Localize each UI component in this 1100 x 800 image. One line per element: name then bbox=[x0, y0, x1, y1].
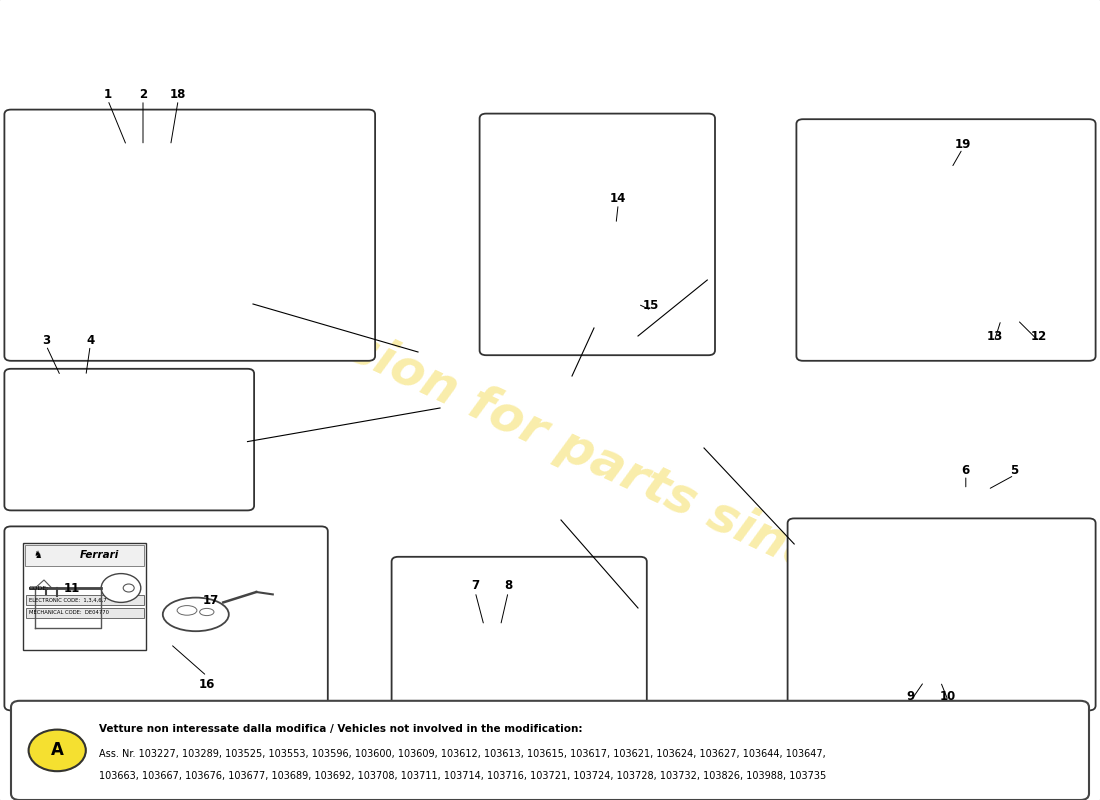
FancyBboxPatch shape bbox=[392, 557, 647, 710]
FancyBboxPatch shape bbox=[11, 701, 1089, 800]
Text: 9: 9 bbox=[906, 690, 915, 702]
FancyBboxPatch shape bbox=[23, 543, 146, 650]
Text: 12: 12 bbox=[1031, 330, 1046, 342]
FancyBboxPatch shape bbox=[4, 526, 328, 710]
Text: 19: 19 bbox=[955, 138, 970, 150]
FancyBboxPatch shape bbox=[788, 518, 1096, 710]
FancyBboxPatch shape bbox=[26, 595, 143, 605]
Text: 13: 13 bbox=[987, 330, 1002, 342]
Text: 17: 17 bbox=[204, 594, 219, 606]
Text: 4: 4 bbox=[86, 334, 95, 347]
Text: 2: 2 bbox=[139, 88, 147, 101]
Text: 10: 10 bbox=[940, 690, 956, 702]
FancyBboxPatch shape bbox=[796, 119, 1096, 361]
Text: ♞: ♞ bbox=[33, 550, 42, 560]
Text: 14: 14 bbox=[610, 192, 626, 205]
Text: 6: 6 bbox=[961, 464, 970, 477]
Text: 18: 18 bbox=[170, 88, 186, 101]
Text: 15: 15 bbox=[644, 299, 659, 312]
FancyBboxPatch shape bbox=[26, 608, 143, 618]
FancyBboxPatch shape bbox=[480, 114, 715, 355]
Text: Ass. Nr. 103227, 103289, 103525, 103553, 103596, 103600, 103609, 103612, 103613,: Ass. Nr. 103227, 103289, 103525, 103553,… bbox=[99, 749, 826, 759]
Text: 1: 1 bbox=[103, 88, 112, 101]
FancyBboxPatch shape bbox=[25, 545, 144, 566]
Text: A: A bbox=[51, 742, 64, 759]
Text: 103663, 103667, 103676, 103677, 103689, 103692, 103708, 103711, 103714, 103716, : 103663, 103667, 103676, 103677, 103689, … bbox=[99, 771, 826, 782]
FancyBboxPatch shape bbox=[4, 110, 375, 361]
Text: Vetture non interessate dalla modifica / Vehicles not involved in the modificati: Vetture non interessate dalla modifica /… bbox=[99, 724, 583, 734]
Text: ELECTRONIC CODE:  1,3,4,6,7: ELECTRONIC CODE: 1,3,4,6,7 bbox=[29, 598, 107, 602]
Circle shape bbox=[29, 730, 86, 771]
Text: 7: 7 bbox=[471, 579, 480, 592]
FancyBboxPatch shape bbox=[4, 369, 254, 510]
Text: CODE:: CODE: bbox=[29, 586, 48, 590]
Text: Ferrari: Ferrari bbox=[79, 550, 119, 560]
Text: 11: 11 bbox=[64, 582, 79, 594]
Text: 3: 3 bbox=[42, 334, 51, 347]
Text: 8: 8 bbox=[504, 579, 513, 592]
Text: MECHANICAL CODE:  DE04770: MECHANICAL CODE: DE04770 bbox=[29, 610, 109, 615]
Text: 16: 16 bbox=[199, 678, 214, 690]
Text: 5: 5 bbox=[1010, 464, 1019, 477]
Text: A passion for parts since 1: A passion for parts since 1 bbox=[199, 255, 901, 617]
Circle shape bbox=[101, 574, 141, 602]
